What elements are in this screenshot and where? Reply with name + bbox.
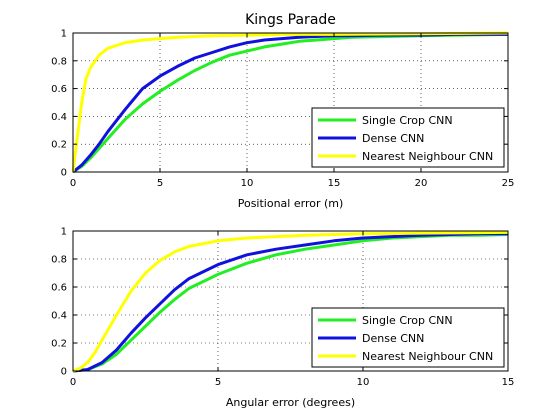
x-tick-label: 15 (328, 178, 341, 189)
series-line-3 (71, 31, 509, 173)
y-tick-label: 0.6 (51, 84, 67, 95)
angular-error-chart: 0 5 10 15 0 0.2 0.4 0.6 0.8 1 Angular error (degre… (51, 227, 514, 410)
axes-frame (72, 32, 509, 173)
y-tick-label: 1 (61, 227, 67, 238)
y-tick-label: 0.4 (51, 112, 67, 123)
x-tick-label: 25 (502, 178, 515, 189)
y-tick-label: 0.8 (51, 56, 67, 67)
x-tick-label: 20 (415, 178, 428, 189)
y-tick-label: 0.2 (51, 140, 67, 151)
positional-error-chart: 0 5 10 15 20 25 0 0.2 0.4 0.6 0.8 1 Kings Parade Posi… (51, 12, 514, 210)
legend-label-3: Nearest Neighbour CNN (362, 150, 493, 163)
legend-label-1: Single Crop CNN (362, 314, 453, 327)
y-tick-label: 1 (61, 29, 67, 40)
legend: Single Crop CNN Dense CNN Nearest Neighbou… (311, 307, 505, 368)
x-tick-label: 0 (70, 377, 76, 388)
x-tick-label: 5 (215, 377, 221, 388)
series-line-2 (72, 232, 508, 373)
x-axis-label: Angular error (degrees) (226, 396, 355, 409)
legend: Single Crop CNN Dense CNN Nearest Neighbou… (311, 107, 505, 168)
y-tick-label: 0 (61, 367, 67, 378)
series-line-3 (72, 230, 509, 373)
legend-label-1: Single Crop CNN (362, 114, 453, 127)
y-tick-label: 0 (61, 168, 67, 179)
legend-label-2: Dense CNN (362, 332, 424, 345)
x-tick-label: 15 (502, 377, 515, 388)
x-tick-label: 10 (357, 377, 370, 388)
y-tick-label: 0.4 (51, 311, 67, 322)
legend-label-2: Dense CNN (362, 132, 424, 145)
x-tick-label: 0 (70, 178, 76, 189)
x-tick-label: 10 (241, 178, 254, 189)
axes-frame (72, 230, 509, 372)
y-tick-label: 0.6 (51, 283, 67, 294)
chart-title: Kings Parade (245, 12, 336, 28)
x-axis-label: Positional error (m) (238, 197, 344, 210)
y-tick-label: 0.2 (51, 339, 67, 350)
legend-label-3: Nearest Neighbour CNN (362, 350, 493, 363)
y-tick-label: 0.8 (51, 255, 67, 266)
x-tick-label: 5 (157, 178, 163, 189)
